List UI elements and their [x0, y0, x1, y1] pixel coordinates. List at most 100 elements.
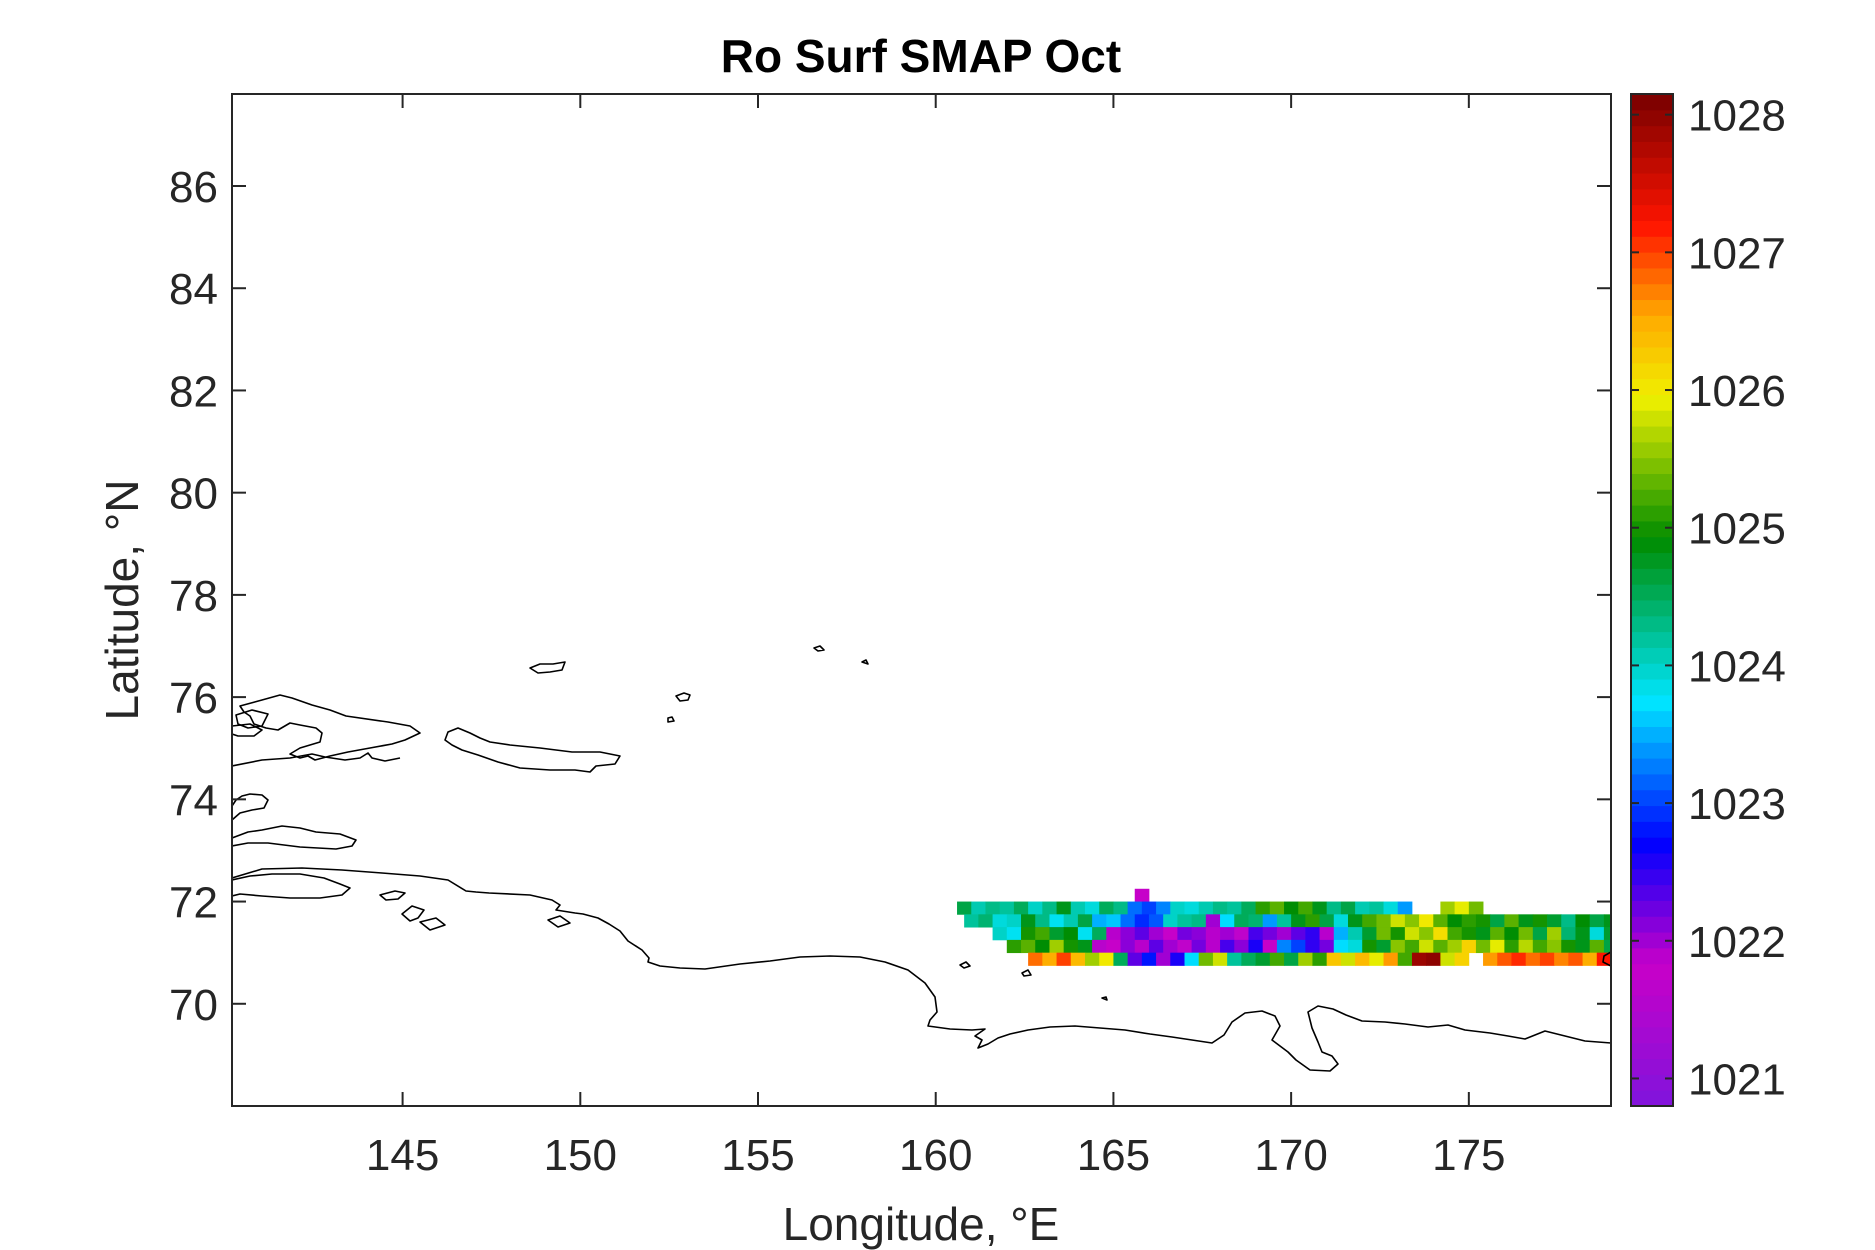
heatmap-cell-r2-c10: [1106, 914, 1121, 928]
colorbar-band-28: [1631, 647, 1673, 664]
heatmap-cell-r4-c12: [1177, 939, 1193, 954]
heatmap-cell-r2-c22: [1276, 914, 1292, 928]
colorbar-band-57: [1631, 188, 1673, 206]
heatmap-cell-r5-c55: [1810, 953, 1825, 966]
heatmap-cell-r3-c17: [1234, 927, 1249, 941]
heatmap-cell-r4-c18: [1262, 939, 1278, 954]
heatmap-cell-r2-c20: [1248, 914, 1264, 928]
heatmap-cell-r4-c41: [1589, 939, 1605, 954]
heatmap-cell-r4-c15: [1220, 939, 1235, 954]
colorbar-band-59: [1631, 157, 1673, 174]
heatmap-cell-r1-c23: [1284, 901, 1299, 915]
island-kotelny: [239, 694, 421, 761]
heatmap-cell-r5-c57: [1838, 953, 1853, 966]
heatmap-cell-r5-c41: [1611, 953, 1626, 966]
heatmap-cell-r3-c25: [1347, 927, 1363, 941]
heatmap-cell-r4-c4: [1063, 939, 1079, 954]
y-tick-label-82: 82: [169, 367, 218, 416]
colorbar-band-53: [1631, 252, 1673, 269]
heatmap-cell-r5-c18: [1284, 952, 1299, 966]
heatmap-cell-r2-c6: [1049, 914, 1065, 928]
heatmap-cell-r4-c21: [1305, 939, 1320, 954]
heatmap-cell-r5-c25: [1383, 952, 1399, 966]
left-coastline-upper: [232, 752, 401, 767]
heatmap-cell-r2-c23: [1291, 914, 1306, 928]
colorbar-band-50: [1631, 299, 1673, 316]
heatmap-cell-r5-c27: [1411, 952, 1427, 966]
heatmap-cell-r3-c6: [1077, 927, 1093, 941]
heatmap-cell-r4-c11: [1163, 939, 1178, 954]
heatmap-cell-r5-c10: [1170, 952, 1185, 966]
colorbar-band-13: [1631, 884, 1673, 901]
heatmap-cell-r2-c12: [1134, 914, 1150, 928]
heatmap-cell-r4-c1: [1021, 939, 1036, 954]
colorbar-band-44: [1631, 394, 1673, 411]
heatmap-cell-r5-c56: [1824, 953, 1839, 966]
heatmap-cell-r2-c42: [1561, 914, 1576, 928]
heatmap-cell-r3-c23: [1319, 927, 1335, 941]
heatmap-cell-r1-c35: [1454, 901, 1470, 915]
heatmap-cell-r2-c3: [1006, 914, 1022, 928]
island-small-3: [667, 716, 675, 723]
heatmap-cell-r1-c28: [1355, 901, 1370, 915]
heatmap-cell-r2-c38: [1504, 914, 1519, 928]
heatmap-cell-r5-c19: [1298, 952, 1313, 966]
colorbar-tick-label-1025: 1025: [1688, 505, 1786, 554]
heatmap-cell-r2-c2: [992, 914, 1008, 928]
heatmap-cell-r2-c7: [1063, 914, 1079, 928]
heatmap-cell-r4-c16: [1234, 939, 1249, 954]
colorbar-tick-label-1027: 1027: [1688, 229, 1786, 278]
island-near-161-c: [1101, 996, 1108, 1001]
colorbar-band-63: [1631, 94, 1673, 111]
heatmap-cell-r4-c30: [1433, 939, 1448, 954]
heatmap-cell-r1-c4: [1013, 901, 1029, 915]
heatmap-cell-r2-c28: [1362, 914, 1377, 928]
island-lyakhovsky: [232, 873, 351, 899]
heatmap-cells: [957, 888, 1853, 966]
colorbar-band-47: [1631, 347, 1673, 364]
y-tick-label-70: 70: [169, 981, 218, 1030]
heatmap-cell-r4-c6: [1092, 939, 1107, 954]
x-axis: 145 150 155 160 165 170 175: [366, 94, 1506, 1180]
heatmap-cell-r2-c9: [1092, 914, 1107, 928]
heatmap-cell-r1-c15: [1170, 901, 1185, 915]
heatmap-cell-r3-c35: [1490, 927, 1505, 941]
heatmap-cell-r1-c30: [1383, 901, 1399, 915]
colorbar-band-15: [1631, 853, 1673, 870]
heatmap-cell-r1-c26: [1326, 901, 1342, 915]
colorbar-band-45: [1631, 378, 1673, 395]
colorbar-band-41: [1631, 441, 1673, 459]
heatmap-cell-r2-c5: [1035, 914, 1050, 928]
heatmap-cell-r4-c14: [1205, 939, 1221, 954]
colorbar-band-10: [1631, 932, 1673, 949]
heatmap-cell-r1-c34: [1440, 901, 1456, 915]
heatmap-cell-r3-c26: [1362, 927, 1377, 941]
colorbar-band-62: [1631, 109, 1673, 127]
heatmap-cell-r1-c2: [985, 901, 1001, 915]
colorbar-band-30: [1631, 615, 1673, 633]
heatmap-cell-r5-c7: [1127, 952, 1143, 966]
heatmap-cell-r3-c2: [1021, 927, 1036, 941]
heatmap-cell-r3-c36: [1504, 927, 1519, 941]
heatmap-cell-r2-c29: [1376, 914, 1392, 928]
heatmap-cell-r3-c7: [1092, 927, 1107, 941]
heatmap-cell-r2-c33: [1433, 914, 1448, 928]
heatmap-cell-r4-c0: [1006, 939, 1022, 954]
colorbar-tick-label-1022: 1022: [1688, 918, 1786, 967]
heatmap-cell-r1-c8: [1070, 901, 1086, 915]
heatmap-cell-r3-c28: [1390, 927, 1406, 941]
heatmap-cell-r5-c26: [1397, 952, 1413, 966]
island-faddeyevsky: [232, 723, 263, 737]
heatmap-cell-r5-c11: [1184, 952, 1200, 966]
heatmap-cell-r3-c19: [1262, 927, 1278, 941]
heatmap-cell-r2-c43: [1575, 914, 1591, 928]
colorbar-band-2: [1631, 1058, 1673, 1075]
heatmap-cell-r4-c20: [1291, 939, 1306, 954]
colorbar: [1631, 94, 1673, 1107]
x-tick-label-165: 165: [1077, 1131, 1150, 1180]
delta-fragment-2: [419, 917, 446, 931]
heatmap-cell-r2-c0: [964, 914, 979, 928]
colorbar-band-40: [1631, 457, 1673, 474]
heatmap-cell-r3-c14: [1191, 927, 1207, 941]
heatmap-cell-r4-c32: [1461, 939, 1477, 954]
